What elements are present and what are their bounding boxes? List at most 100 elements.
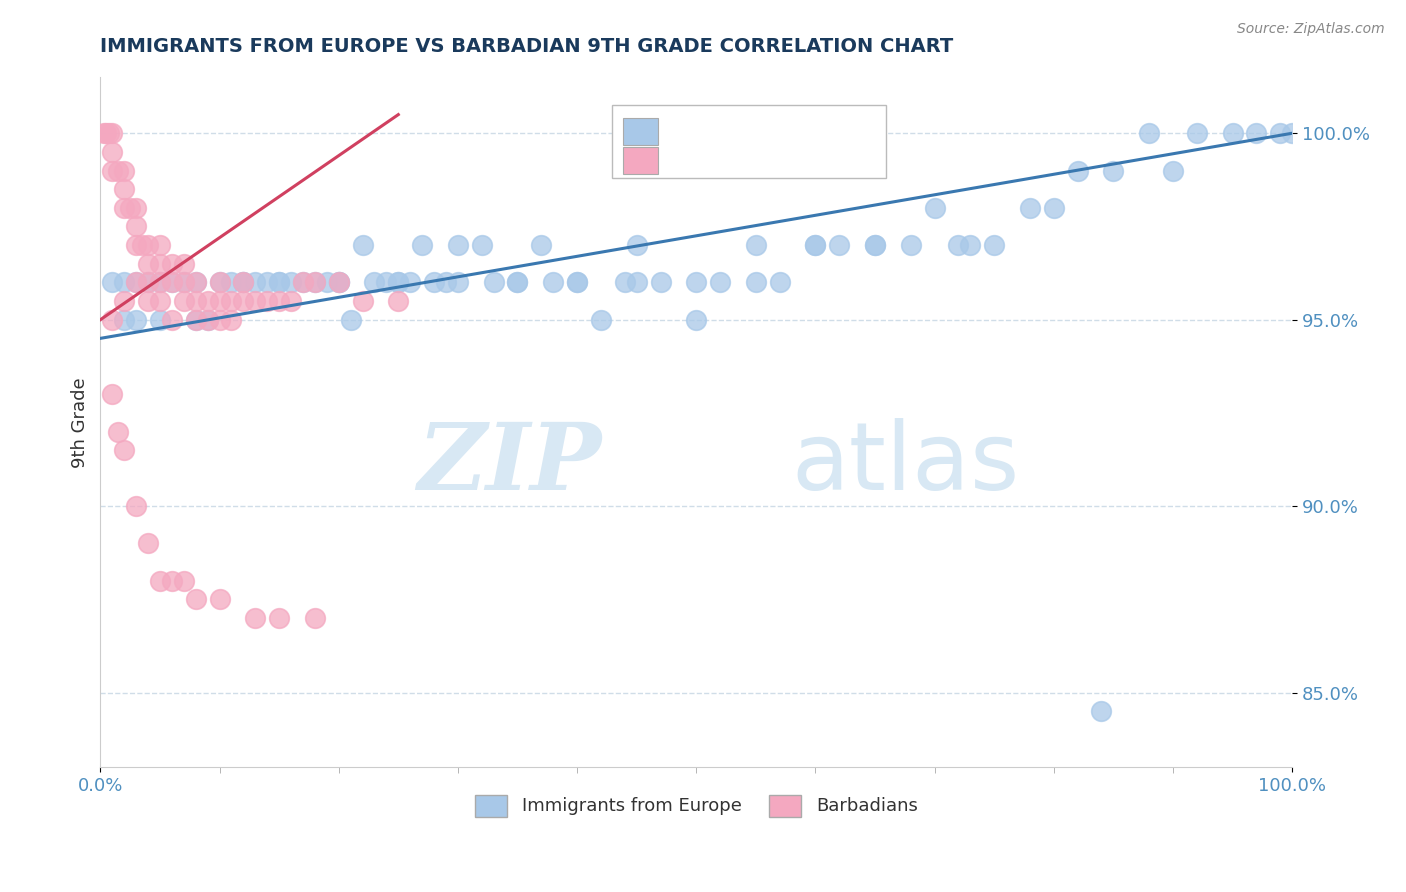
Point bbox=[1090, 704, 1112, 718]
Point bbox=[112, 163, 135, 178]
Point bbox=[339, 312, 361, 326]
Point bbox=[232, 276, 254, 290]
Point bbox=[1185, 126, 1208, 140]
Point bbox=[149, 276, 172, 290]
Point bbox=[136, 294, 159, 309]
Point bbox=[221, 312, 243, 326]
Point bbox=[136, 536, 159, 550]
Point bbox=[280, 294, 302, 309]
Point bbox=[626, 276, 648, 290]
Point bbox=[411, 238, 433, 252]
Point bbox=[160, 276, 183, 290]
Point bbox=[924, 201, 946, 215]
Point bbox=[269, 611, 291, 625]
Point bbox=[363, 276, 385, 290]
Point bbox=[1102, 163, 1125, 178]
Point bbox=[269, 276, 291, 290]
Point bbox=[112, 312, 135, 326]
Point bbox=[149, 312, 172, 326]
Point bbox=[184, 276, 207, 290]
Point bbox=[232, 276, 254, 290]
Point bbox=[136, 276, 159, 290]
Point bbox=[506, 276, 529, 290]
Point bbox=[184, 312, 207, 326]
Point bbox=[387, 276, 409, 290]
Point bbox=[1066, 163, 1088, 178]
Point bbox=[959, 238, 981, 252]
Point bbox=[173, 257, 195, 271]
Point bbox=[983, 238, 1005, 252]
Point bbox=[769, 276, 792, 290]
Point bbox=[160, 257, 183, 271]
Point bbox=[745, 276, 768, 290]
Point bbox=[256, 294, 278, 309]
Point bbox=[541, 276, 564, 290]
Point bbox=[948, 238, 970, 252]
Point bbox=[471, 238, 494, 252]
Point bbox=[352, 294, 374, 309]
Point bbox=[506, 276, 529, 290]
Point bbox=[530, 238, 553, 252]
Point bbox=[399, 276, 422, 290]
Point bbox=[328, 276, 350, 290]
Point bbox=[328, 276, 350, 290]
Point bbox=[304, 276, 326, 290]
Point bbox=[120, 201, 142, 215]
Point bbox=[1281, 126, 1303, 140]
Point bbox=[101, 387, 124, 401]
Point bbox=[1270, 126, 1292, 140]
Point bbox=[804, 238, 827, 252]
Point bbox=[101, 276, 124, 290]
Point bbox=[565, 276, 588, 290]
Point bbox=[136, 238, 159, 252]
Point bbox=[149, 276, 172, 290]
Point bbox=[245, 294, 267, 309]
Text: ZIP: ZIP bbox=[416, 418, 600, 508]
Point bbox=[160, 574, 183, 588]
Text: IMMIGRANTS FROM EUROPE VS BARBADIAN 9TH GRADE CORRELATION CHART: IMMIGRANTS FROM EUROPE VS BARBADIAN 9TH … bbox=[100, 37, 953, 56]
Point bbox=[197, 312, 219, 326]
Point bbox=[97, 126, 120, 140]
Point bbox=[434, 276, 457, 290]
Point bbox=[269, 276, 291, 290]
Text: R = 0.437   N = 80: R = 0.437 N = 80 bbox=[671, 122, 841, 140]
Point bbox=[269, 294, 291, 309]
Point bbox=[280, 276, 302, 290]
Point bbox=[112, 182, 135, 196]
Point bbox=[208, 312, 231, 326]
Point bbox=[232, 294, 254, 309]
Point bbox=[125, 276, 148, 290]
Point bbox=[136, 257, 159, 271]
Point bbox=[101, 126, 124, 140]
Point bbox=[650, 276, 672, 290]
Point bbox=[197, 294, 219, 309]
Point bbox=[315, 276, 337, 290]
Point bbox=[423, 276, 446, 290]
Point bbox=[291, 276, 314, 290]
Point bbox=[96, 126, 118, 140]
Point bbox=[160, 276, 183, 290]
Point bbox=[482, 276, 505, 290]
Point bbox=[184, 276, 207, 290]
Point bbox=[173, 276, 195, 290]
Point bbox=[626, 238, 648, 252]
Text: Source: ZipAtlas.com: Source: ZipAtlas.com bbox=[1237, 22, 1385, 37]
Point bbox=[208, 592, 231, 607]
Point bbox=[197, 312, 219, 326]
Point bbox=[685, 276, 707, 290]
Point bbox=[112, 443, 135, 458]
Point bbox=[125, 276, 148, 290]
Point bbox=[828, 238, 851, 252]
Point bbox=[149, 238, 172, 252]
Point bbox=[149, 257, 172, 271]
Point bbox=[149, 574, 172, 588]
Point bbox=[863, 238, 886, 252]
Point bbox=[256, 276, 278, 290]
Point bbox=[1019, 201, 1042, 215]
Point bbox=[184, 294, 207, 309]
Point bbox=[112, 201, 135, 215]
Point bbox=[101, 312, 124, 326]
Point bbox=[93, 126, 115, 140]
Point bbox=[685, 312, 707, 326]
Point bbox=[804, 238, 827, 252]
